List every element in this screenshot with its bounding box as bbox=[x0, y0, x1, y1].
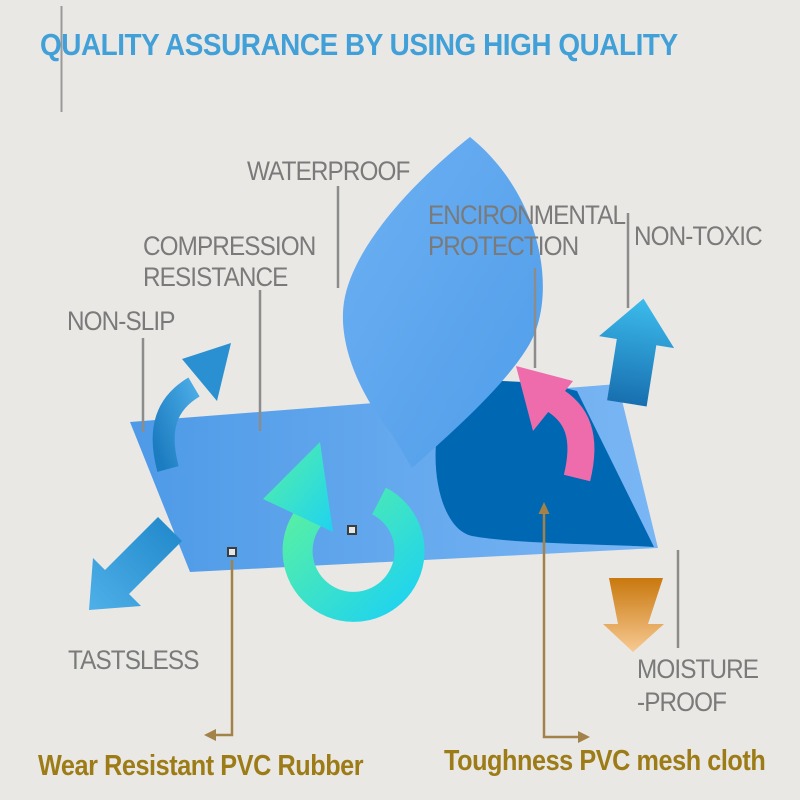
waterproof-sheet bbox=[342, 137, 543, 468]
page-title: QUALITY ASSURANCE BY USING HIGH QUALITY bbox=[40, 27, 678, 62]
label-non-toxic: NON-TOXIC bbox=[634, 221, 763, 251]
anchor-marker-mat bbox=[347, 525, 357, 535]
mesh-callout-tip bbox=[538, 502, 550, 514]
caption-pvc-mesh-cloth: Toughness PVC mesh cloth bbox=[444, 745, 766, 777]
label-environmental-line1: ENCIRONMENTAL bbox=[428, 200, 626, 230]
moisture-proof-arrow-icon bbox=[603, 578, 664, 652]
label-environmental-protection: ENCIRONMENTAL PROTECTION bbox=[428, 200, 626, 262]
label-non-slip: NON-SLIP bbox=[67, 306, 175, 336]
label-tasteless: TASTSLESS bbox=[68, 645, 199, 675]
callout-lines bbox=[210, 512, 584, 739]
mesh-callout-line bbox=[542, 512, 584, 739]
connector-lines bbox=[141, 186, 680, 648]
label-moisture-line1: MOISTURE bbox=[637, 654, 759, 684]
rubber-callout-line bbox=[210, 560, 234, 737]
non-slip-arrow-icon bbox=[152, 343, 231, 472]
label-compression-line2: RESISTANCE bbox=[143, 262, 288, 292]
rubber-callout-arrowhead bbox=[204, 729, 216, 741]
label-waterproof: WATERPROOF bbox=[247, 156, 410, 186]
caption-pvc-rubber: Wear Resistant PVC Rubber bbox=[38, 750, 364, 782]
label-compression-line1: COMPRESSION bbox=[143, 231, 316, 261]
label-compression-resistance: COMPRESSION RESISTANCE bbox=[143, 231, 316, 293]
mesh-cloth-layer bbox=[435, 380, 654, 547]
rotate-arrow-icon bbox=[263, 442, 425, 622]
mesh-callout-arrowhead bbox=[578, 731, 590, 743]
non-toxic-arrow-icon bbox=[599, 298, 675, 407]
label-moisture-proof: MOISTURE -PROOF bbox=[637, 653, 759, 719]
label-environmental-line2: PROTECTION bbox=[428, 231, 579, 261]
anchor-marker-rubber bbox=[227, 547, 237, 557]
tasteless-arrow-icon bbox=[89, 517, 182, 610]
environmental-arrow-icon bbox=[516, 366, 595, 482]
callout-arrowheads bbox=[204, 502, 590, 743]
label-moisture-line2: -PROOF bbox=[637, 687, 727, 717]
